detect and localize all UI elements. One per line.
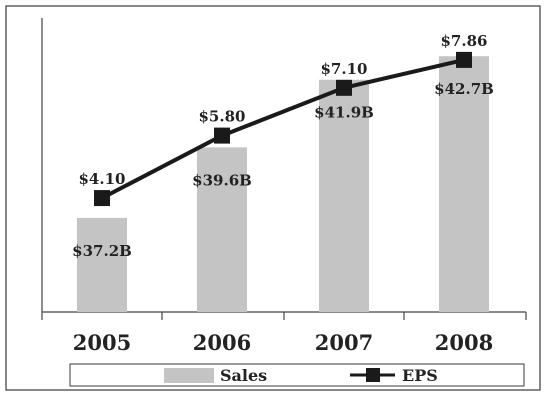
sales-bar-label-2006: $39.6B xyxy=(192,171,252,189)
x-tick-label-2005: 2005 xyxy=(73,330,131,355)
legend-eps-marker xyxy=(366,368,380,382)
x-tick-label-2008: 2008 xyxy=(435,330,493,355)
sales-bar-label-2007: $41.9B xyxy=(314,104,374,122)
legend-sales-label: Sales xyxy=(220,366,267,385)
eps-marker-2008 xyxy=(456,51,472,68)
sales-bar-2006 xyxy=(197,147,247,312)
sales-bar-2005 xyxy=(77,217,127,312)
sales-bar-2008 xyxy=(439,56,489,312)
x-tick-label-2006: 2006 xyxy=(193,330,251,355)
x-axis-tick-labels: 2005 2006 2007 2008 xyxy=(73,330,493,355)
eps-point-label-2006: $5.80 xyxy=(199,108,246,126)
sales-bar-labels: $37.2B $39.6B $41.9B $42.7B xyxy=(72,80,494,260)
x-tick-label-2007: 2007 xyxy=(315,330,373,355)
eps-series-line xyxy=(101,57,465,200)
plot-area: $37.2B $39.6B $41.9B $42.7B $4.10 $5.80 $7.10… xyxy=(41,18,527,355)
sales-bar-label-2005: $37.2B xyxy=(72,242,132,260)
chart-border xyxy=(5,5,541,391)
legend-sales-swatch xyxy=(164,368,214,383)
legend-box xyxy=(69,363,525,387)
eps-point-label-2005: $4.10 xyxy=(79,170,126,188)
legend: Sales EPS xyxy=(69,363,525,387)
eps-point-labels: $4.10 $5.80 $7.10 $7.86 xyxy=(79,32,488,188)
eps-markers xyxy=(94,51,472,207)
sales-bar-label-2008: $42.7B xyxy=(434,80,494,98)
eps-marker-2007 xyxy=(336,79,352,96)
eps-marker-2006 xyxy=(214,127,230,144)
x-axis-ticks xyxy=(41,312,527,320)
sales-bars xyxy=(77,56,489,313)
legend-eps-label: EPS xyxy=(402,366,438,385)
eps-point-label-2008: $7.86 xyxy=(441,32,488,50)
eps-point-label-2007: $7.10 xyxy=(321,60,368,78)
sales-bar-2007 xyxy=(319,79,369,313)
eps-marker-2005 xyxy=(94,190,110,207)
